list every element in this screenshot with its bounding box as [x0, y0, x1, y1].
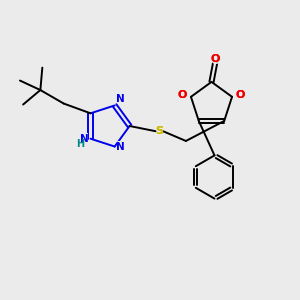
- Text: N: N: [78, 132, 89, 145]
- Text: O: O: [236, 90, 245, 100]
- Text: S: S: [154, 124, 164, 139]
- Text: O: O: [236, 90, 245, 100]
- Text: O: O: [178, 90, 188, 100]
- Text: N: N: [116, 94, 125, 104]
- Text: O: O: [209, 52, 221, 67]
- Text: S: S: [155, 126, 163, 136]
- Text: O: O: [236, 88, 247, 103]
- Text: O: O: [210, 54, 220, 64]
- Text: O: O: [176, 88, 188, 103]
- Text: O: O: [210, 54, 220, 64]
- Text: S: S: [155, 126, 163, 136]
- Text: N: N: [80, 134, 89, 144]
- Text: H: H: [76, 139, 84, 149]
- Text: O: O: [178, 90, 188, 100]
- Text: N: N: [116, 142, 125, 152]
- Text: N: N: [116, 91, 127, 104]
- Text: N: N: [116, 140, 127, 153]
